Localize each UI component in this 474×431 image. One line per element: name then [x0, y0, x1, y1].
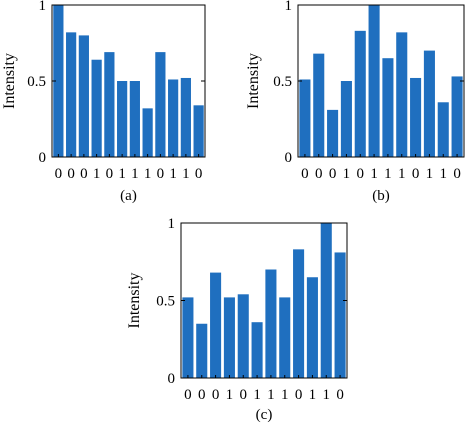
- bar-c-11: [320, 223, 332, 378]
- xtick-label-a-12: 0: [195, 166, 203, 182]
- xtick-label-c-6: 1: [253, 387, 261, 403]
- bar-b-4: [340, 81, 352, 157]
- ytick-label-c-1: 0.5: [156, 294, 175, 310]
- bar-a-8: [142, 108, 153, 157]
- bar-b-10: [423, 50, 435, 157]
- xtick-label-c-2: 0: [198, 387, 206, 403]
- bar-c-5: [237, 294, 249, 378]
- bar-c-2: [196, 323, 208, 378]
- xtick-label-b-8: 1: [398, 166, 406, 182]
- xtick-label-a-3: 0: [80, 166, 88, 182]
- xtick-label-b-1: 0: [301, 166, 309, 182]
- bar-a-6: [117, 81, 128, 157]
- y-axis-label-c: Intensity: [126, 273, 143, 329]
- ytick-label-b-2: 1: [285, 0, 293, 14]
- panel-caption-a: (a): [120, 188, 137, 204]
- panel-caption-b: (b): [372, 188, 390, 204]
- bar-a-12: [193, 105, 204, 157]
- ytick-label-c-0: 0: [168, 371, 176, 387]
- xtick-label-a-11: 1: [182, 166, 190, 182]
- xtick-label-c-1: 0: [184, 387, 192, 403]
- xtick-label-b-2: 0: [315, 166, 323, 182]
- bar-c-10: [306, 277, 318, 378]
- xtick-label-b-12: 0: [453, 166, 461, 182]
- xtick-label-c-8: 1: [281, 387, 289, 403]
- xtick-label-b-9: 0: [412, 166, 420, 182]
- bar-c-3: [210, 272, 222, 378]
- bar-a-3: [78, 35, 89, 157]
- xtick-label-a-6: 1: [118, 166, 126, 182]
- xtick-label-a-2: 0: [67, 166, 75, 182]
- xtick-label-c-3: 0: [212, 387, 220, 403]
- xtick-label-c-5: 0: [240, 387, 248, 403]
- bar-c-6: [251, 322, 263, 378]
- bar-a-11: [180, 77, 191, 157]
- xtick-label-b-6: 1: [370, 166, 378, 182]
- bar-a-4: [91, 59, 102, 157]
- bar-a-5: [104, 52, 115, 158]
- bar-b-1: [299, 79, 311, 157]
- bar-b-12: [451, 76, 463, 157]
- y-axis-label-a: Intensity: [1, 53, 18, 109]
- xtick-label-c-9: 0: [295, 387, 303, 403]
- ytick-label-a-0: 0: [39, 150, 47, 166]
- xtick-label-a-7: 1: [131, 166, 139, 182]
- bar-a-2: [66, 32, 77, 157]
- bar-b-2: [313, 53, 325, 157]
- xtick-label-b-7: 1: [384, 166, 392, 182]
- xtick-label-b-10: 1: [426, 166, 434, 182]
- ytick-label-c-2: 1: [168, 216, 176, 232]
- bar-a-1: [53, 5, 64, 157]
- xtick-label-a-9: 0: [157, 166, 165, 182]
- y-axis-label-b: Intensity: [245, 53, 262, 109]
- bar-b-9: [410, 77, 422, 157]
- xtick-label-a-5: 0: [106, 166, 114, 182]
- xtick-label-b-3: 0: [329, 166, 337, 182]
- bar-b-6: [368, 5, 380, 157]
- bar-b-5: [354, 30, 366, 158]
- xtick-label-b-11: 1: [440, 166, 448, 182]
- bar-c-1: [182, 297, 194, 378]
- bar-c-4: [223, 297, 235, 378]
- ytick-label-a-2: 1: [39, 0, 47, 14]
- bar-b-11: [437, 102, 449, 157]
- bar-c-8: [279, 297, 291, 378]
- xtick-label-a-10: 1: [169, 166, 177, 182]
- bar-b-3: [327, 109, 339, 157]
- bar-a-9: [155, 52, 166, 158]
- bar-b-8: [396, 32, 408, 157]
- bar-c-12: [334, 252, 346, 378]
- xtick-label-a-8: 1: [144, 166, 152, 182]
- bar-b-7: [382, 58, 394, 158]
- xtick-label-b-5: 0: [357, 166, 365, 182]
- xtick-label-c-4: 1: [226, 387, 234, 403]
- bar-c-7: [265, 269, 277, 378]
- ytick-label-a-1: 0.5: [27, 74, 46, 90]
- xtick-label-c-12: 0: [336, 387, 344, 403]
- bar-a-7: [129, 81, 140, 157]
- xtick-label-a-4: 1: [93, 166, 101, 182]
- panel-caption-c: (c): [256, 407, 273, 423]
- bar-a-10: [168, 79, 179, 157]
- xtick-label-a-1: 0: [55, 166, 63, 182]
- bar-c-9: [293, 249, 305, 378]
- ytick-label-b-1: 0.5: [273, 74, 292, 90]
- ytick-label-b-0: 0: [285, 150, 293, 166]
- xtick-label-c-10: 1: [309, 387, 317, 403]
- xtick-label-b-4: 1: [343, 166, 351, 182]
- xtick-label-c-11: 1: [323, 387, 331, 403]
- xtick-label-c-7: 1: [267, 387, 275, 403]
